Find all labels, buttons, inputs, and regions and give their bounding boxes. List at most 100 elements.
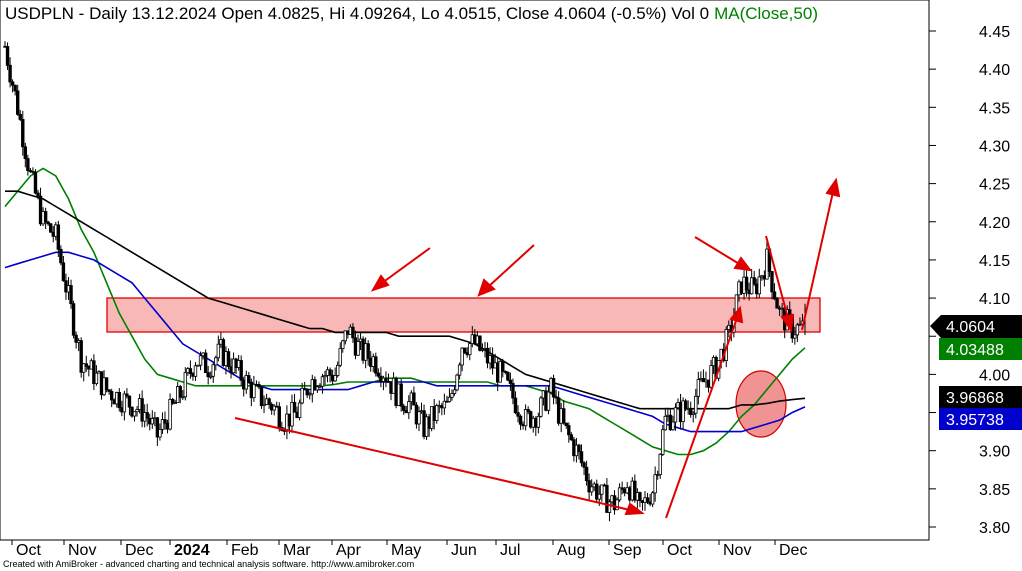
price-bar	[653, 466, 657, 502]
price-bar	[506, 371, 510, 382]
price-bar	[328, 367, 332, 383]
price-bar	[127, 395, 132, 416]
y-tick-label: 4.00	[979, 367, 1010, 384]
price-bar	[567, 422, 571, 443]
price-bar	[655, 470, 660, 480]
price-bar	[501, 358, 505, 378]
symbol-info: USDPLN - Daily 13.12.2024 Open 4.0825, H…	[5, 4, 709, 23]
price-bar	[633, 474, 637, 503]
price-bar	[259, 386, 264, 409]
price-bar	[343, 330, 348, 345]
price-bar	[399, 378, 403, 412]
price-bar	[417, 406, 421, 432]
price-bar	[770, 270, 774, 300]
price-bar	[452, 386, 457, 396]
price-bar	[173, 399, 177, 405]
y-tick-label: 4.45	[979, 24, 1010, 41]
price-bar	[694, 388, 698, 419]
price-bar	[178, 384, 182, 404]
price-bar	[508, 372, 513, 391]
price-bar	[145, 403, 149, 427]
price-bar	[478, 335, 482, 352]
price-bar	[661, 424, 665, 457]
ma200-tag: 3.96868	[939, 386, 1022, 408]
y-tick-label: 4.10	[979, 291, 1010, 308]
price-bar	[546, 386, 551, 415]
support-trendline	[234, 417, 631, 511]
price-bar	[21, 110, 25, 156]
price-bar	[772, 283, 777, 301]
price-bar	[74, 331, 78, 349]
price-bar	[79, 337, 83, 378]
x-tick-label: Oct	[16, 542, 41, 559]
price-bar	[798, 317, 802, 327]
price-bar	[290, 394, 294, 433]
x-tick-label: Feb	[231, 542, 259, 559]
price-bar	[104, 377, 109, 393]
price-bar	[168, 393, 172, 431]
support-trendline-arrowhead	[624, 502, 645, 516]
plot-area	[0, 0, 930, 541]
price-bar	[749, 268, 754, 295]
price-bar	[564, 422, 568, 429]
y-tick-label: 4.30	[979, 138, 1010, 155]
price-bar	[462, 347, 467, 354]
ma-legend: MA(Close,50)	[714, 4, 818, 23]
price-bar	[188, 360, 193, 379]
price-bar	[338, 342, 342, 368]
price-bar	[209, 371, 213, 380]
ma100-tag: 3.95738	[939, 408, 1022, 430]
price-bar	[468, 342, 472, 361]
arrow-target-up	[801, 191, 834, 331]
arrow-jun-peak-head	[477, 278, 496, 297]
price-bar	[132, 411, 137, 422]
price-bar	[257, 381, 261, 390]
price-bar	[252, 375, 256, 402]
price-bar	[412, 386, 416, 406]
price-bar	[638, 491, 642, 508]
price-bar	[198, 351, 203, 371]
price-bar	[109, 388, 114, 408]
price-bar	[302, 381, 307, 390]
price-bar	[584, 460, 589, 486]
price-bar	[160, 412, 165, 434]
price-bar	[226, 348, 231, 370]
price-bar	[140, 390, 144, 428]
price-bar	[447, 388, 452, 403]
price-bar	[13, 84, 17, 96]
ma200-line	[5, 190, 806, 410]
price-bar	[211, 362, 215, 383]
price-bar	[384, 371, 388, 388]
price-bar	[155, 417, 160, 446]
price-bar	[620, 481, 624, 495]
price-bar	[696, 371, 701, 405]
price-bar	[203, 349, 208, 374]
price-bar	[61, 255, 66, 282]
price-bar	[163, 411, 167, 430]
x-tick-label: May	[391, 542, 421, 559]
price-bar	[511, 378, 515, 405]
price-bar	[600, 484, 604, 502]
price-bar	[267, 397, 271, 409]
price-bar	[158, 423, 162, 441]
price-bar	[671, 415, 675, 431]
price-bar	[480, 343, 485, 353]
price-bar	[33, 169, 38, 195]
price-bar	[775, 296, 779, 309]
price-bar	[23, 142, 28, 168]
price-bar	[56, 220, 61, 258]
price-bar	[752, 270, 756, 286]
price-bar	[49, 222, 53, 233]
y-tick-label: 3.85	[979, 482, 1010, 499]
price-bar	[5, 42, 10, 70]
price-bar	[442, 393, 447, 415]
price-bar	[239, 355, 243, 386]
price-bar	[523, 404, 528, 431]
price-bar	[516, 405, 520, 423]
arrow-oct-rally	[665, 317, 738, 519]
price-bar	[247, 372, 251, 383]
x-tick-label: Apr	[336, 542, 362, 559]
price-bar	[333, 367, 337, 382]
price-bar	[206, 365, 210, 385]
price-bar	[460, 347, 464, 372]
